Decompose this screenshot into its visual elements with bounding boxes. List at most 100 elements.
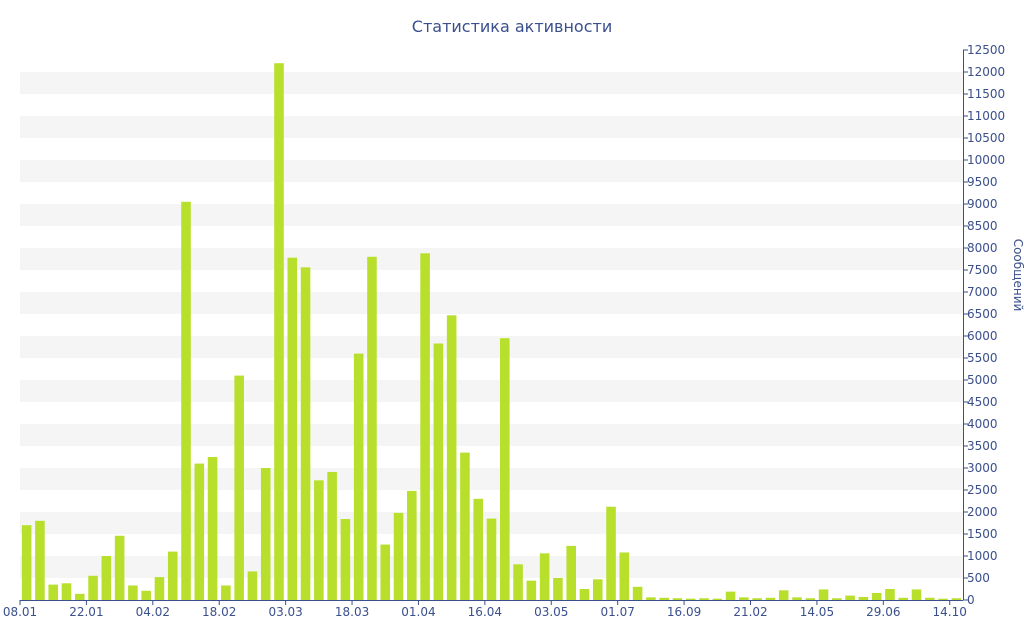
x-tick-label: 08.01 — [3, 605, 37, 619]
y-tick-label: 7500 — [967, 263, 998, 277]
grid-band — [20, 160, 963, 182]
y-tick-label: 1000 — [967, 549, 998, 563]
bar — [194, 463, 205, 600]
bar — [592, 579, 603, 600]
bar — [579, 589, 590, 600]
bar — [314, 480, 324, 600]
bar — [685, 598, 696, 600]
y-tick-label: 4500 — [967, 395, 998, 409]
bar — [407, 490, 417, 600]
bar — [247, 571, 258, 600]
bar — [739, 597, 749, 600]
y-tick-label: 2500 — [967, 483, 998, 497]
bar — [21, 525, 32, 600]
x-tick-label: 18.02 — [202, 605, 236, 619]
y-tick-label: 3000 — [967, 461, 998, 475]
bar — [712, 598, 723, 600]
bar — [367, 256, 377, 600]
bar — [207, 457, 218, 600]
x-tick-label: 22.01 — [69, 605, 103, 619]
x-tick-label: 01.04 — [401, 605, 435, 619]
bar — [287, 257, 298, 600]
bar — [380, 544, 391, 600]
y-tick-label: 10500 — [967, 131, 1005, 145]
bar — [659, 597, 669, 600]
x-tick-label: 16.09 — [667, 605, 701, 619]
bar — [141, 590, 151, 600]
y-tick-label: 7000 — [967, 285, 998, 299]
y-tick-label: 11500 — [967, 87, 1005, 101]
y-tick-label: 3500 — [967, 439, 998, 453]
bar — [35, 520, 45, 600]
y-axis-label: Сообщений — [1011, 239, 1024, 312]
bar — [274, 63, 284, 600]
x-tick-label: 21.02 — [733, 605, 767, 619]
bar — [234, 375, 244, 600]
bar — [74, 593, 85, 600]
grid-band — [20, 468, 963, 490]
grid-band — [20, 72, 963, 94]
x-tick-label: 03.05 — [534, 605, 568, 619]
bar — [420, 253, 430, 600]
bar — [486, 518, 497, 600]
x-tick-label: 29.06 — [866, 605, 900, 619]
grid-band — [20, 380, 963, 402]
y-tick-labels: 0 500 1000 1500 2000 2500 3000 3500 4000 4500 5000… — [967, 43, 1005, 607]
bar — [393, 512, 404, 600]
bar — [221, 585, 231, 600]
x-tick-label: 14.10 — [933, 605, 967, 619]
y-tick-label: 0 — [967, 593, 975, 607]
y-tick-label: 10000 — [967, 153, 1005, 167]
bar — [845, 595, 855, 600]
x-tick-label: 01.07 — [600, 605, 634, 619]
bar — [951, 598, 962, 600]
y-tick-label: 1500 — [967, 527, 998, 541]
bar — [898, 597, 909, 600]
bar — [938, 598, 948, 600]
bar — [619, 552, 630, 600]
bar — [672, 598, 683, 600]
grid-bands — [20, 72, 963, 578]
bar — [353, 353, 364, 600]
bar — [752, 598, 762, 600]
grid-band — [20, 424, 963, 446]
bar — [327, 471, 337, 600]
y-tick-label: 6000 — [967, 329, 998, 343]
x-tick-label: 18.03 — [335, 605, 369, 619]
bar — [646, 597, 656, 600]
x-tick-label: 04.02 — [136, 605, 170, 619]
bar — [260, 468, 271, 600]
bar — [513, 564, 523, 600]
x-tick-label: 16.04 — [468, 605, 502, 619]
grid-band — [20, 336, 963, 358]
bar — [300, 267, 311, 600]
bar — [911, 589, 922, 600]
bar — [61, 583, 72, 600]
y-tick-label: 8000 — [967, 241, 998, 255]
bar — [765, 597, 776, 600]
y-tick-label: 12000 — [967, 65, 1005, 79]
bar — [433, 343, 444, 600]
x-tick-labels: 08.01 22.01 04.02 18.02 03.03 18.03 01.04 16.04… — [3, 605, 967, 619]
grid-band — [20, 292, 963, 314]
grid-band — [20, 248, 963, 270]
y-tick-label: 6500 — [967, 307, 998, 321]
bar — [473, 498, 483, 600]
axes-group — [19, 49, 968, 605]
bar — [539, 553, 550, 600]
grid-band — [20, 204, 963, 226]
bar — [88, 575, 98, 600]
grid-band — [20, 116, 963, 138]
bar — [858, 596, 869, 600]
bar — [154, 577, 165, 600]
x-tick-label: 03.03 — [268, 605, 302, 619]
bar — [526, 580, 537, 600]
bar — [792, 597, 802, 600]
y-tick-label: 2000 — [967, 505, 998, 519]
y-tick-label: 5000 — [967, 373, 998, 387]
bars-group — [21, 63, 962, 601]
y-tick-label: 12500 — [967, 43, 1005, 57]
bar — [101, 556, 112, 600]
